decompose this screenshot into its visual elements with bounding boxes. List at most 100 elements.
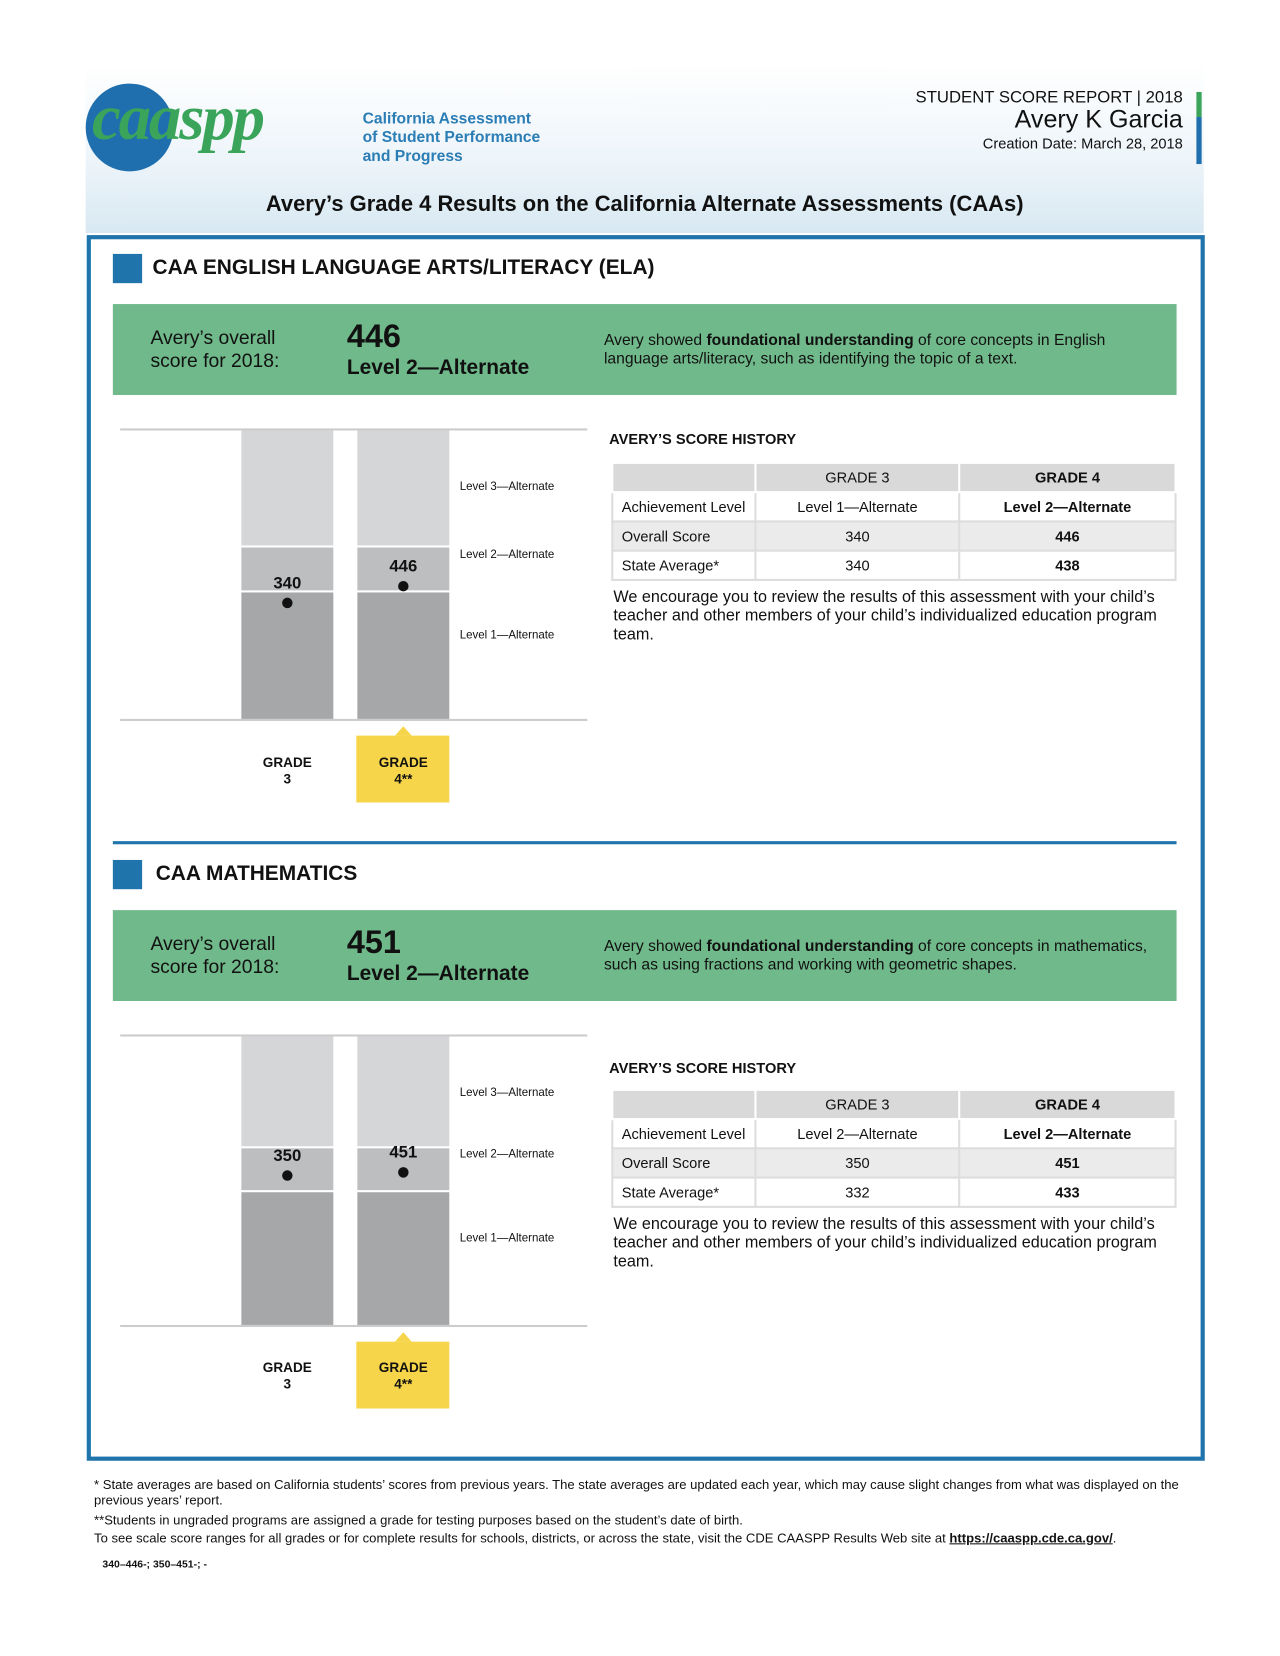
overall-level: Level 2—Alternate	[346, 962, 530, 986]
overall-level: Level 2—Alternate	[346, 356, 530, 380]
results-title: Avery’s Grade 4 Results on the Californi…	[265, 192, 1024, 217]
program-name-line: California Assessment	[362, 109, 531, 128]
chart-base-line	[120, 1324, 588, 1328]
history-cell: 340	[754, 549, 961, 581]
report-title: STUDENT SCORE REPORT | 2018	[915, 88, 1183, 107]
score-description: Avery showed foundational understanding …	[604, 937, 1158, 975]
level-3-band	[357, 1036, 450, 1147]
level-2-band	[241, 1148, 334, 1191]
logo-circle	[85, 83, 174, 172]
encouragement: We encourage you to review the results o…	[613, 588, 1157, 644]
grade-pointer	[394, 1332, 412, 1342]
score-label: 451	[389, 1144, 418, 1162]
level-1-band	[357, 1192, 450, 1325]
student-name: Avery K Garcia	[1014, 105, 1183, 134]
history-cell: Level 2—Alternate	[958, 491, 1177, 523]
program-name: California Assessment of Student Perform…	[363, 110, 541, 166]
accent-blue	[1196, 117, 1202, 165]
description-part: Avery showed	[603, 937, 707, 956]
section-square	[112, 859, 143, 890]
level-1-band	[357, 592, 450, 719]
history-column: GRADE 3	[754, 461, 961, 494]
history-cell: 340	[754, 520, 961, 552]
history-cell: 350	[754, 1147, 961, 1179]
history-corner	[611, 461, 757, 494]
level-3-band	[241, 1036, 334, 1147]
score-dot	[282, 597, 293, 609]
score-label: 350	[273, 1147, 302, 1166]
program-name-line: of Student Performance	[362, 128, 541, 147]
level-2-band	[241, 547, 334, 591]
history-row: Achievement Level Level 1—Alternate Level …	[611, 491, 1177, 523]
footnote: **Students in ungraded programs are assi…	[94, 1513, 743, 1528]
chart-top-line	[120, 1034, 588, 1037]
score-band	[112, 910, 1177, 1002]
creation-date: Creation Date: March 28, 2018	[982, 134, 1183, 152]
chart-top-line	[120, 428, 588, 431]
description-part: foundational understanding	[706, 331, 914, 349]
score-dot	[398, 1167, 409, 1178]
history-header: GRADE 3 GRADE 4	[611, 1088, 1177, 1121]
description-part: foundational understanding	[706, 937, 914, 956]
link[interactable]: https://caaspp.cde.ca.gov/	[949, 1530, 1113, 1546]
history-row: State Average* 340 438	[611, 549, 1177, 581]
history-row: State Average* 332 433	[611, 1176, 1177, 1208]
overall-score: 451	[346, 923, 401, 961]
history-cell: Overall Score	[611, 520, 757, 552]
history-cell: Level 2—Alternate	[754, 1118, 961, 1150]
history-cell: 332	[754, 1176, 961, 1208]
overall-label: Avery’s overall score for 2018:	[150, 932, 280, 977]
footer-code: 340–446-; 350–451-; -	[102, 1558, 207, 1571]
description-part: of core concepts in English language art…	[603, 331, 1106, 368]
history-cell: 433	[958, 1176, 1177, 1208]
history-title: AVERY’S SCORE HISTORY	[609, 430, 797, 448]
history-row: Overall Score 340 446	[611, 520, 1177, 552]
level-label: Level 3—Alternate	[459, 1086, 555, 1100]
history-cell: Achievement Level	[611, 491, 757, 523]
history-table: GRADE 3 GRADE 4 Achievement Level Level 2—A…	[611, 1088, 1177, 1208]
grade-highlight	[356, 1341, 450, 1409]
section-square	[112, 253, 143, 284]
history-cell: State Average*	[611, 1176, 757, 1208]
history-cell: 451	[958, 1147, 1177, 1179]
description-part: Avery showed	[603, 331, 707, 349]
level-1-band	[241, 592, 334, 719]
grade-label: GRADE 3	[262, 1359, 312, 1392]
history-cell: 438	[958, 549, 1177, 581]
grade-pointer	[394, 726, 412, 736]
overall-label: Avery’s overall score for 2018:	[150, 326, 280, 371]
grade-label: GRADE 3	[262, 754, 312, 787]
grade-label: GRADE 4**	[378, 1359, 428, 1392]
history-row: Achievement Level Level 2—Alternate Level …	[611, 1118, 1177, 1150]
footer: * State averages are based on California…	[94, 1477, 1181, 1572]
header-band	[85, 62, 1204, 234]
history-cell: Level 2—Alternate	[958, 1118, 1177, 1150]
score-dot	[398, 580, 409, 592]
history-title: AVERY’S SCORE HISTORY	[609, 1059, 797, 1077]
encouragement: We encourage you to review the results o…	[613, 1215, 1157, 1271]
history-cell: 446	[958, 520, 1177, 552]
section-heading: CAA MATHEMATICS	[155, 862, 358, 886]
history-cell: Level 1—Alternate	[754, 491, 961, 523]
results-frame	[86, 235, 1205, 1461]
level-1-band	[241, 1192, 334, 1325]
score-band	[112, 304, 1177, 395]
footnote: * State averages are based on California…	[94, 1477, 1179, 1508]
history-header: GRADE 3 GRADE 4	[611, 461, 1177, 494]
program-name-line: and Progress	[362, 147, 463, 166]
link-suffix: .	[1112, 1530, 1117, 1546]
history-column: GRADE 4	[958, 1088, 1177, 1121]
history-column: GRADE 3	[754, 1088, 961, 1121]
section-heading: CAA ENGLISH LANGUAGE ARTS/LITERACY (ELA)	[152, 256, 655, 279]
score-dot	[282, 1170, 293, 1181]
level-3-band	[357, 430, 450, 546]
history-row: Overall Score 350 451	[611, 1147, 1177, 1179]
footnote: To see scale score ranges for all grades…	[94, 1531, 1181, 1547]
score-label: 446	[389, 557, 418, 576]
history-table: GRADE 3 GRADE 4 Achievement Level Level 1—A…	[611, 461, 1177, 581]
score-label: 340	[273, 574, 302, 593]
level-label: Level 1—Alternate	[459, 1231, 555, 1245]
history-cell: Achievement Level	[611, 1118, 757, 1150]
section-divider	[112, 841, 1177, 845]
